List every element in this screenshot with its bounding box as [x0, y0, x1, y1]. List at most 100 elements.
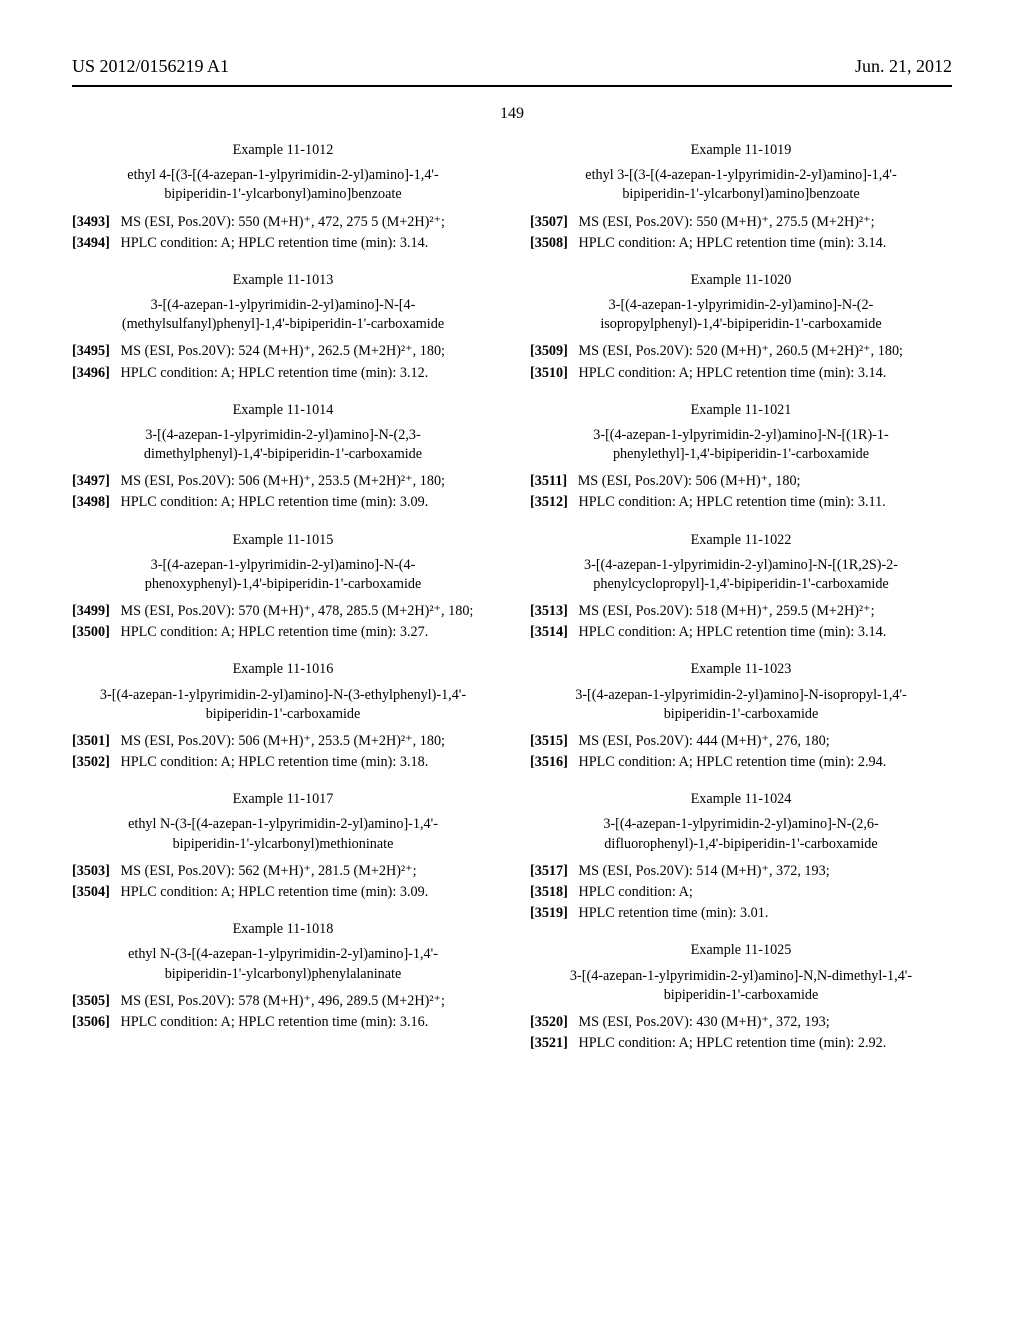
paragraph-number: [3494] [72, 235, 110, 251]
paragraph-text: MS (ESI, Pos.20V): 524 (M+H)⁺, 262.5 (M+… [110, 343, 445, 359]
body-columns: Example 11-1012ethyl 4-[(3-[(4-azepan-1-… [72, 141, 952, 1061]
example-title: Example 11-1017 [72, 790, 494, 809]
compound-name: 3-[(4-azepan-1-ylpyrimidin-2-yl)amino]-N… [554, 967, 928, 1005]
paragraph-number: [3507] [530, 214, 568, 230]
paragraph-text: MS (ESI, Pos.20V): 430 (M+H)⁺, 372, 193; [568, 1014, 830, 1030]
paragraph-text: MS (ESI, Pos.20V): 550 (M+H)⁺, 275.5 (M+… [568, 214, 875, 230]
paragraph-text: HPLC condition: A; HPLC retention time (… [568, 754, 886, 770]
paragraph-number: [3505] [72, 993, 110, 1009]
patent-page: US 2012/0156219 A1 Jun. 21, 2012 149 Exa… [0, 0, 1024, 1101]
paragraph: [3508] HPLC condition: A; HPLC retention… [530, 234, 952, 253]
paragraph-text: HPLC condition: A; HPLC retention time (… [110, 624, 428, 640]
example-block: Example 11-10243-[(4-azepan-1-ylpyrimidi… [530, 790, 952, 923]
example-title: Example 11-1019 [530, 141, 952, 160]
paragraph-text: HPLC condition: A; HPLC retention time (… [568, 494, 886, 510]
paragraph-number: [3519] [530, 905, 568, 921]
paragraph-text: MS (ESI, Pos.20V): 444 (M+H)⁺, 276, 180; [568, 733, 830, 749]
paragraph: [3510] HPLC condition: A; HPLC retention… [530, 364, 952, 383]
example-title: Example 11-1023 [530, 660, 952, 679]
compound-name: 3-[(4-azepan-1-ylpyrimidin-2-yl)amino]-N… [554, 426, 928, 464]
paragraph-text: MS (ESI, Pos.20V): 506 (M+H)⁺, 253.5 (M+… [110, 733, 445, 749]
paragraph-number: [3516] [530, 754, 568, 770]
paragraph: [3494] HPLC condition: A; HPLC retention… [72, 234, 494, 253]
paragraph-number: [3521] [530, 1035, 568, 1051]
example-block: Example 11-1019 ethyl 3-[(3-[(4-azepan-1-… [530, 141, 952, 253]
paragraph: [3517] MS (ESI, Pos.20V): 514 (M+H)⁺, 37… [530, 862, 952, 881]
paragraph-text: HPLC condition: A; HPLC retention time (… [110, 365, 428, 381]
example-title: Example 11-1016 [72, 660, 494, 679]
paragraph: [3495] MS (ESI, Pos.20V): 524 (M+H)⁺, 26… [72, 342, 494, 361]
paragraph: [3520] MS (ESI, Pos.20V): 430 (M+H)⁺, 37… [530, 1013, 952, 1032]
paragraph-text: HPLC condition: A; HPLC retention time (… [568, 365, 886, 381]
paragraph: [3512] HPLC condition: A; HPLC retention… [530, 493, 952, 512]
example-title: Example 11-1013 [72, 271, 494, 290]
example-title: Example 11-1015 [72, 531, 494, 550]
paragraph-number: [3510] [530, 365, 568, 381]
example-title: Example 11-1022 [530, 531, 952, 550]
compound-name: 3-[(4-azepan-1-ylpyrimidin-2-yl)amino]-N… [96, 686, 470, 724]
paragraph-number: [3506] [72, 1014, 110, 1030]
paragraph: [3518] HPLC condition: A; [530, 883, 952, 902]
paragraph-number: [3511] [530, 473, 567, 489]
paragraph-number: [3515] [530, 733, 568, 749]
example-title: Example 11-1021 [530, 401, 952, 420]
paragraph: [3514] HPLC condition: A; HPLC retention… [530, 623, 952, 642]
paragraph-number: [3493] [72, 214, 110, 230]
paragraph: [3501] MS (ESI, Pos.20V): 506 (M+H)⁺, 25… [72, 732, 494, 751]
paragraph-text: MS (ESI, Pos.20V): 520 (M+H)⁺, 260.5 (M+… [568, 343, 903, 359]
paragraph-text: MS (ESI, Pos.20V): 550 (M+H)⁺, 472, 275 … [110, 214, 445, 230]
paragraph: [3505] MS (ESI, Pos.20V): 578 (M+H)⁺, 49… [72, 992, 494, 1011]
paragraph-text: HPLC condition: A; HPLC retention time (… [568, 624, 886, 640]
paragraph-number: [3509] [530, 343, 568, 359]
example-block: Example 11-1012ethyl 4-[(3-[(4-azepan-1-… [72, 141, 494, 253]
paragraph-text: HPLC retention time (min): 3.01. [568, 905, 769, 921]
paragraph-text: HPLC condition: A; HPLC retention time (… [568, 235, 886, 251]
compound-name: 3-[(4-azepan-1-ylpyrimidin-2-yl)amino]-N… [554, 556, 928, 594]
paragraph-text: MS (ESI, Pos.20V): 506 (M+H)⁺, 180; [567, 473, 800, 489]
compound-name: 3-[(4-azepan-1-ylpyrimidin-2-yl)amino]-N… [96, 556, 470, 594]
example-block: Example 11-10253-[(4-azepan-1-ylpyrimidi… [530, 941, 952, 1053]
paragraph-number: [3495] [72, 343, 110, 359]
paragraph-number: [3500] [72, 624, 110, 640]
compound-name: 3-[(4-azepan-1-ylpyrimidin-2-yl)amino]-N… [554, 815, 928, 853]
paragraph: [3500] HPLC condition: A; HPLC retention… [72, 623, 494, 642]
paragraph-number: [3512] [530, 494, 568, 510]
paragraph-number: [3520] [530, 1014, 568, 1030]
paragraph-number: [3513] [530, 603, 568, 619]
paragraph-number: [3497] [72, 473, 110, 489]
paragraph-number: [3518] [530, 884, 568, 900]
compound-name: 3-[(4-azepan-1-ylpyrimidin-2-yl)amino]-N… [96, 426, 470, 464]
compound-name: ethyl N-(3-[(4-azepan-1-ylpyrimidin-2-yl… [96, 945, 470, 983]
header-rule [72, 85, 952, 87]
compound-name: ethyl N-(3-[(4-azepan-1-ylpyrimidin-2-yl… [96, 815, 470, 853]
example-block: Example 11-10143-[(4-azepan-1-ylpyrimidi… [72, 401, 494, 513]
paragraph-number: [3498] [72, 494, 110, 510]
paragraph-text: HPLC condition: A; HPLC retention time (… [110, 1014, 428, 1030]
paragraph-text: MS (ESI, Pos.20V): 570 (M+H)⁺, 478, 285.… [110, 603, 474, 619]
paragraph-text: HPLC condition: A; HPLC retention time (… [568, 1035, 886, 1051]
paragraph-number: [3514] [530, 624, 568, 640]
paragraph-text: HPLC condition: A; HPLC retention time (… [110, 494, 428, 510]
paragraph: [3507] MS (ESI, Pos.20V): 550 (M+H)⁺, 27… [530, 213, 952, 232]
compound-name: 3-[(4-azepan-1-ylpyrimidin-2-yl)amino]-N… [554, 686, 928, 724]
compound-name: 3-[(4-azepan-1-ylpyrimidin-2-yl)amino]-N… [96, 296, 470, 334]
paragraph: [3503] MS (ESI, Pos.20V): 562 (M+H)⁺, 28… [72, 862, 494, 881]
paragraph-number: [3503] [72, 863, 110, 879]
paragraph: [3498] HPLC condition: A; HPLC retention… [72, 493, 494, 512]
paragraph-number: [3508] [530, 235, 568, 251]
compound-name: 3-[(4-azepan-1-ylpyrimidin-2-yl)amino]-N… [554, 296, 928, 334]
publication-date: Jun. 21, 2012 [855, 56, 952, 77]
example-title: Example 11-1020 [530, 271, 952, 290]
example-title: Example 11-1012 [72, 141, 494, 160]
example-block: Example 11-1023 3-[(4-azepan-1-ylpyrimidi… [530, 660, 952, 772]
example-block: Example 11-1021 3-[(4-azepan-1-ylpyrimidi… [530, 401, 952, 513]
compound-name: ethyl 3-[(3-[(4-azepan-1-ylpyrimidin-2-y… [554, 166, 928, 204]
paragraph-text: MS (ESI, Pos.20V): 518 (M+H)⁺, 259.5 (M+… [568, 603, 875, 619]
paragraph-number: [3501] [72, 733, 110, 749]
paragraph-number: [3496] [72, 365, 110, 381]
paragraph-text: MS (ESI, Pos.20V): 514 (M+H)⁺, 372, 193; [568, 863, 830, 879]
paragraph: [3511] MS (ESI, Pos.20V): 506 (M+H)⁺, 18… [530, 472, 952, 491]
paragraph-text: HPLC condition: A; [568, 884, 693, 900]
example-block: Example 11-1018ethyl N-(3-[(4-azepan-1-y… [72, 920, 494, 1032]
paragraph-text: HPLC condition: A; HPLC retention time (… [110, 235, 428, 251]
